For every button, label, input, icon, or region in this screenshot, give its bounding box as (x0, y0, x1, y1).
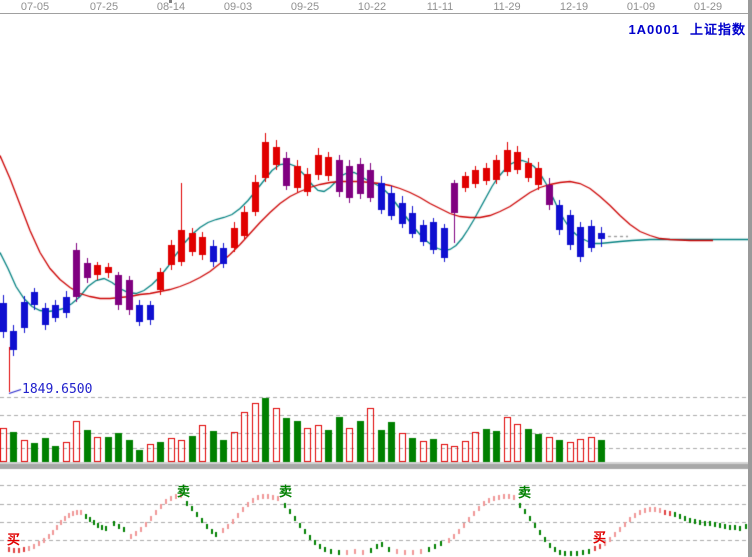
date-tick-label: 07-05 (20, 1, 50, 13)
date-axis[interactable]: 07-05 07-25 08-14 09-03 09-25 10-22 11-1… (0, 0, 748, 14)
date-tick-label: 01-09 (626, 1, 656, 13)
date-tick-label: 01-29 (693, 1, 723, 13)
date-tick-label: 09-03 (223, 1, 253, 13)
instrument-title: 1A0001 上证指数 (628, 19, 746, 38)
right-border (748, 0, 752, 557)
low-price-label: 1849.6500 (22, 382, 93, 397)
axis-tick (169, 0, 172, 3)
date-tick-label: 07-25 (89, 1, 119, 13)
date-tick-label: 09-25 (290, 1, 320, 13)
instrument-code: 1A0001 (628, 22, 680, 37)
date-tick-label: 08-14 (156, 1, 186, 13)
date-tick-label: 11-29 (493, 1, 521, 13)
buy-signal-label: 买 (7, 532, 21, 547)
sell-signal-label: 卖 (518, 485, 532, 500)
date-tick-label: 11-11 (426, 1, 454, 13)
sell-signal-label: 卖 (279, 484, 293, 499)
instrument-name: 上证指数 (689, 22, 746, 37)
buy-signal-label: 买 (593, 530, 607, 545)
date-tick-label: 10-22 (357, 1, 387, 13)
sell-signal-label: 卖 (177, 484, 191, 499)
date-tick-label: 12-19 (559, 1, 589, 13)
